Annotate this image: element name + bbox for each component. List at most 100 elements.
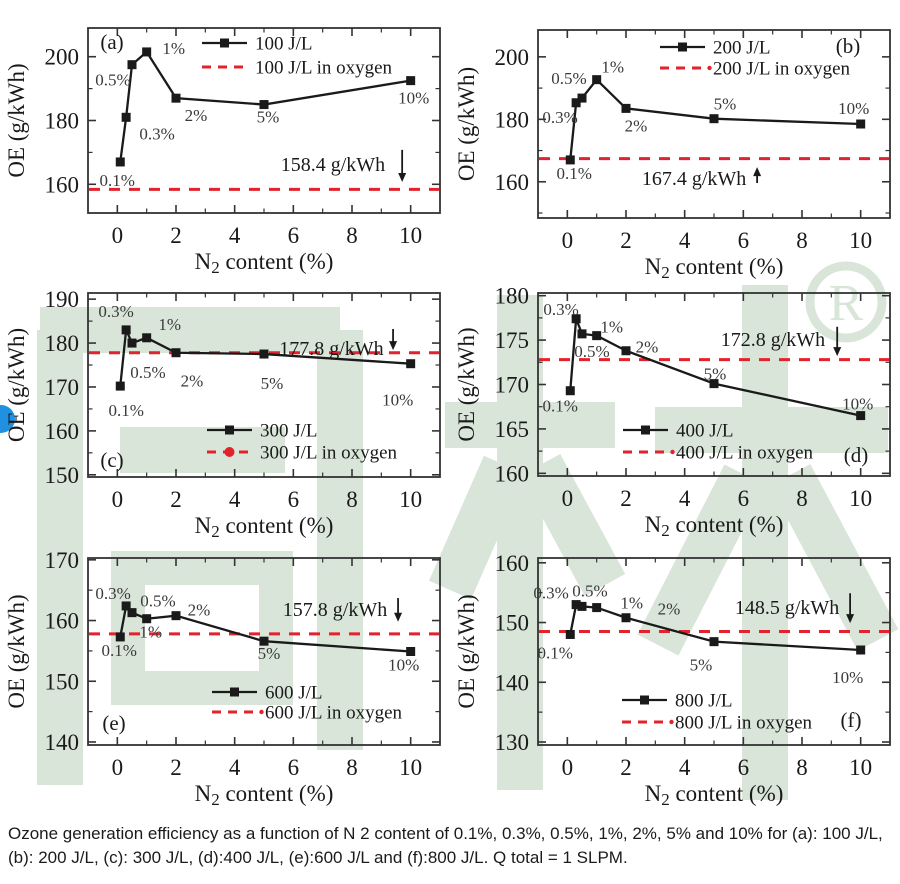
svg-text:150: 150: [45, 669, 80, 694]
svg-text:160: 160: [45, 419, 80, 444]
svg-text:0: 0: [562, 228, 574, 253]
legend-series-label: 300 J/L: [260, 421, 318, 442]
point-label: 0.3%: [542, 108, 577, 127]
x-axis-title: N2 content (%): [195, 781, 334, 809]
data-point-marker: [571, 314, 581, 324]
point-label: 5%: [258, 644, 281, 663]
point-label: 10%: [398, 89, 429, 108]
svg-text:140: 140: [495, 670, 530, 695]
svg-text:160: 160: [495, 461, 530, 486]
annotation-arrowhead: [846, 614, 855, 624]
figure-caption: Ozone generation efficiency as a functio…: [8, 824, 883, 868]
data-point-marker: [142, 333, 152, 343]
x-axis-title: N2 content (%): [645, 512, 784, 540]
point-label: 1%: [620, 594, 643, 613]
svg-text:2: 2: [620, 486, 632, 511]
svg-text:170: 170: [45, 375, 80, 400]
data-point-marker: [621, 613, 631, 623]
svg-text:2: 2: [170, 223, 182, 248]
point-label: 2%: [185, 106, 208, 125]
point-label: 10%: [832, 668, 863, 687]
data-point-marker: [142, 47, 152, 57]
svg-text:10: 10: [399, 223, 422, 248]
point-label: 2%: [188, 601, 211, 620]
data-point-marker: [171, 348, 181, 358]
svg-text:4: 4: [229, 223, 241, 248]
svg-text:4: 4: [229, 487, 241, 512]
panel-c: 0 2 4 6 8 10 150 160 170 180 190 0.1% 0.3% 0.5% 1% 2% 5%…: [0, 275, 450, 541]
point-label: 1%: [600, 318, 623, 337]
svg-text:6: 6: [288, 223, 300, 248]
panel-letter: (a): [100, 30, 123, 54]
point-label: 10%: [838, 99, 869, 118]
svg-text:190: 190: [45, 287, 80, 312]
data-point-marker: [259, 100, 269, 110]
data-point-marker: [121, 325, 131, 335]
data-point-marker: [592, 331, 602, 341]
data-point-marker: [709, 114, 719, 124]
legend-oxygen-label: 600 J/L in oxygen: [265, 703, 403, 724]
svg-text:160: 160: [495, 170, 530, 195]
data-point-marker: [571, 600, 581, 610]
data-point-marker: [571, 98, 581, 108]
data-point-marker: [621, 103, 631, 113]
data-point-marker: [406, 359, 416, 369]
svg-text:4: 4: [679, 228, 691, 253]
data-point-marker: [709, 379, 719, 389]
data-point-marker: [577, 329, 587, 339]
point-label: 1%: [158, 315, 181, 334]
point-label: 2%: [636, 338, 659, 357]
panel-b-chart: 0 2 4 6 8 10 160 180 200 0.1% 0.3% 0.5% 1% 2% 5% 10% 167…: [454, 29, 891, 282]
ozone-efficiency-figure: 0 2 4 6 8 10 160 180 200 0.1% 0.3% 0.5% 1% 2% 5% 10% 158…: [0, 0, 900, 810]
svg-text:8: 8: [796, 486, 808, 511]
panel-d: 0 2 4 6 8 10 160 165 170 175 180 0.1% 0.3% 0.5% 1% 2% 5%…: [450, 275, 900, 540]
point-label: 5%: [714, 95, 737, 114]
legend-series-label: 800 J/L: [675, 691, 733, 712]
legend-series-label: 100 J/L: [255, 34, 313, 55]
data-point-marker: [115, 381, 125, 391]
point-label: 0.3%: [98, 302, 133, 321]
y-axis-title: OE (g/kWh): [4, 594, 29, 708]
panel-a-chart: 0 2 4 6 8 10 160 180 200 0.1% 0.3% 0.5% 1% 2% 5% 10% 158…: [4, 27, 441, 277]
annotation-arrowhead: [398, 173, 407, 183]
data-point-marker: [127, 60, 137, 70]
annotation-arrowhead: [389, 341, 398, 351]
point-label: 0.3%: [533, 584, 568, 603]
panel-letter: (e): [102, 711, 125, 735]
svg-text:10: 10: [849, 486, 872, 511]
svg-text:130: 130: [495, 730, 530, 755]
point-label: 2%: [181, 372, 204, 391]
svg-text:10: 10: [399, 487, 422, 512]
data-point-marker: [406, 647, 416, 656]
svg-text:170: 170: [45, 548, 80, 573]
svg-text:0: 0: [112, 487, 124, 512]
point-label: 0.3%: [95, 584, 130, 603]
y-axis-title: OE (g/kWh): [4, 328, 29, 442]
svg-text:150: 150: [495, 611, 530, 636]
panel-e: 0 2 4 6 8 10 140 150 160 170 0.1% 0.3% 0.5% 1% 2% 5% 10%…: [0, 540, 450, 810]
legend-oxygen-label: 400 J/L in oxygen: [676, 443, 814, 464]
legend-oxygen-label: 200 J/L in oxygen: [713, 59, 851, 80]
legend-series-label: 400 J/L: [676, 421, 734, 442]
svg-text:6: 6: [288, 487, 300, 512]
data-point-marker: [621, 346, 631, 356]
panel-a: 0 2 4 6 8 10 160 180 200 0.1% 0.3% 0.5% 1% 2% 5% 10% 158…: [0, 0, 450, 277]
svg-text:2: 2: [170, 487, 182, 512]
svg-text:160: 160: [45, 609, 80, 634]
registered-trademark-icon: R: [805, 261, 887, 343]
panel-e-chart: 0 2 4 6 8 10 140 150 160 170 0.1% 0.3% 0.5% 1% 2% 5% 10%…: [4, 548, 441, 809]
point-label: 0.1%: [557, 164, 592, 183]
data-point-marker: [171, 611, 181, 621]
svg-text:0: 0: [112, 223, 124, 248]
data-point-marker: [127, 338, 137, 348]
annotation-arrowhead: [833, 347, 842, 357]
legend-oxygen-label: 300 J/L in oxygen: [260, 443, 398, 464]
y-axis-title: OE (g/kWh): [454, 67, 479, 181]
point-label: 0.1%: [102, 641, 137, 660]
legend-series-label: 200 J/L: [713, 38, 771, 59]
data-point-marker: [121, 601, 131, 611]
point-label: 10%: [382, 391, 413, 410]
point-label: 10%: [388, 656, 419, 675]
panel-letter: (b): [836, 34, 861, 58]
panel-letter: (d): [844, 443, 869, 467]
